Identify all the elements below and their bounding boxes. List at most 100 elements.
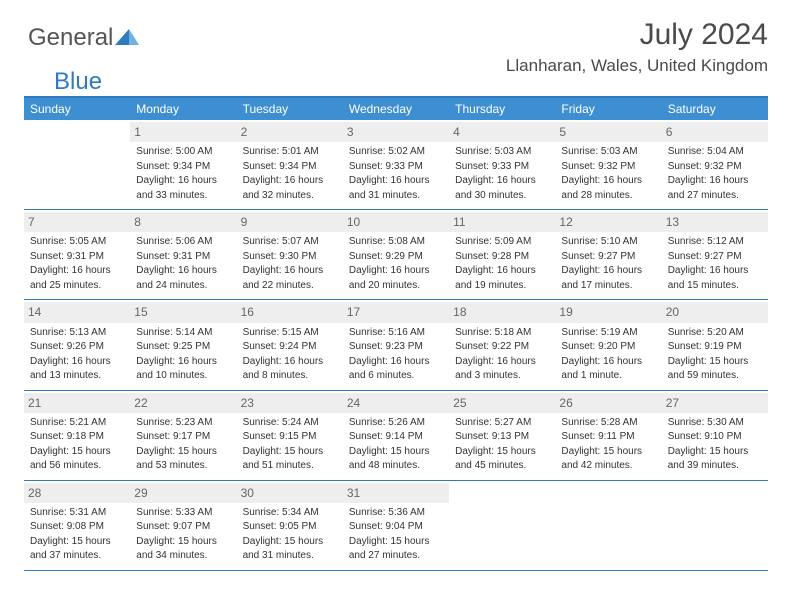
day-number: 24 <box>343 393 449 413</box>
day-cell: 17Sunrise: 5:16 AMSunset: 9:23 PMDayligh… <box>343 300 449 389</box>
day-detail-line: Daylight: 15 hours <box>30 445 124 459</box>
day-detail-line: Daylight: 16 hours <box>455 264 549 278</box>
day-detail-line: Sunrise: 5:26 AM <box>349 416 443 430</box>
day-detail-line: Sunset: 9:07 PM <box>136 520 230 534</box>
day-cell <box>24 120 130 209</box>
weekday-cell: Saturday <box>662 98 768 120</box>
day-detail-line: Sunrise: 5:19 AM <box>561 326 655 340</box>
day-number: 29 <box>130 483 236 503</box>
day-detail-line: Daylight: 16 hours <box>243 355 337 369</box>
day-number: 6 <box>662 122 768 142</box>
day-number-blank <box>662 483 768 499</box>
day-detail-line: Sunset: 9:24 PM <box>243 340 337 354</box>
day-number: 26 <box>555 393 661 413</box>
day-detail-line: Daylight: 15 hours <box>136 535 230 549</box>
day-detail-line: and 59 minutes. <box>668 369 762 383</box>
day-detail-line: Sunset: 9:14 PM <box>349 430 443 444</box>
day-detail-line: Sunrise: 5:09 AM <box>455 235 549 249</box>
day-number: 23 <box>237 393 343 413</box>
day-detail-line: Sunrise: 5:18 AM <box>455 326 549 340</box>
day-detail-line: Daylight: 16 hours <box>30 355 124 369</box>
day-detail-line: and 28 minutes. <box>561 189 655 203</box>
day-cell <box>555 481 661 570</box>
day-detail-line: Sunset: 9:23 PM <box>349 340 443 354</box>
day-detail-line: Sunset: 9:18 PM <box>30 430 124 444</box>
day-cell: 13Sunrise: 5:12 AMSunset: 9:27 PMDayligh… <box>662 210 768 299</box>
day-detail-line: Sunset: 9:26 PM <box>30 340 124 354</box>
day-detail-line: and 42 minutes. <box>561 459 655 473</box>
day-number: 22 <box>130 393 236 413</box>
day-number: 11 <box>449 212 555 232</box>
day-number: 5 <box>555 122 661 142</box>
day-detail-line: Sunset: 9:25 PM <box>136 340 230 354</box>
day-detail-line: and 32 minutes. <box>243 189 337 203</box>
day-detail-line: Daylight: 15 hours <box>30 535 124 549</box>
day-cell: 23Sunrise: 5:24 AMSunset: 9:15 PMDayligh… <box>237 391 343 480</box>
day-detail-line: Daylight: 16 hours <box>349 355 443 369</box>
day-detail-line: Sunrise: 5:16 AM <box>349 326 443 340</box>
day-detail-line: Sunset: 9:17 PM <box>136 430 230 444</box>
week-row: 1Sunrise: 5:00 AMSunset: 9:34 PMDaylight… <box>24 120 768 210</box>
day-cell: 31Sunrise: 5:36 AMSunset: 9:04 PMDayligh… <box>343 481 449 570</box>
day-number: 15 <box>130 302 236 322</box>
day-detail-line: Sunrise: 5:07 AM <box>243 235 337 249</box>
day-cell: 29 Sunrise: 5:33 AMSunset: 9:07 PMDayligh… <box>130 481 236 570</box>
day-number-blank <box>449 483 555 499</box>
day-detail-line: Sunset: 9:29 PM <box>349 250 443 264</box>
calendar: SundayMondayTuesdayWednesdayThursdayFrid… <box>24 96 768 571</box>
logo-triangle-icon <box>115 24 141 52</box>
day-detail-line: Daylight: 16 hours <box>243 264 337 278</box>
day-number: 19 <box>555 302 661 322</box>
day-cell: 2Sunrise: 5:01 AMSunset: 9:34 PMDaylight… <box>237 120 343 209</box>
day-cell: 26Sunrise: 5:28 AMSunset: 9:11 PMDayligh… <box>555 391 661 480</box>
day-detail-line: Sunset: 9:08 PM <box>30 520 124 534</box>
day-detail-line: Sunrise: 5:33 AM <box>136 506 230 520</box>
day-detail-line: and 27 minutes. <box>668 189 762 203</box>
day-detail-line: Daylight: 15 hours <box>349 535 443 549</box>
day-detail-line: Sunrise: 5:31 AM <box>30 506 124 520</box>
day-detail-line: Daylight: 16 hours <box>136 355 230 369</box>
day-detail-line: Daylight: 15 hours <box>455 445 549 459</box>
day-detail-line: Sunset: 9:30 PM <box>243 250 337 264</box>
day-detail-line: Sunrise: 5:02 AM <box>349 145 443 159</box>
day-detail-line: Sunset: 9:34 PM <box>136 160 230 174</box>
day-detail-line: Daylight: 15 hours <box>243 445 337 459</box>
day-cell: 8Sunrise: 5:06 AMSunset: 9:31 PMDaylight… <box>130 210 236 299</box>
day-cell: 27Sunrise: 5:30 AMSunset: 9:10 PMDayligh… <box>662 391 768 480</box>
day-detail-line: Sunrise: 5:03 AM <box>455 145 549 159</box>
day-detail-line: Sunrise: 5:15 AM <box>243 326 337 340</box>
day-number: 27 <box>662 393 768 413</box>
day-detail-line: Sunset: 9:33 PM <box>455 160 549 174</box>
day-number: 3 <box>343 122 449 142</box>
day-detail-line: Daylight: 15 hours <box>243 535 337 549</box>
day-detail-line: Sunrise: 5:00 AM <box>136 145 230 159</box>
day-cell: 30Sunrise: 5:34 AMSunset: 9:05 PMDayligh… <box>237 481 343 570</box>
day-detail-line: and 31 minutes. <box>349 189 443 203</box>
day-cell: 12Sunrise: 5:10 AMSunset: 9:27 PMDayligh… <box>555 210 661 299</box>
day-detail-line: Sunrise: 5:20 AM <box>668 326 762 340</box>
day-detail-line: Sunrise: 5:05 AM <box>30 235 124 249</box>
day-detail-line: Sunrise: 5:04 AM <box>668 145 762 159</box>
day-detail-line: Sunset: 9:32 PM <box>668 160 762 174</box>
day-detail-line: Sunrise: 5:01 AM <box>243 145 337 159</box>
day-detail-line: Daylight: 16 hours <box>561 174 655 188</box>
day-number: 18 <box>449 302 555 322</box>
week-row: 28Sunrise: 5:31 AMSunset: 9:08 PMDayligh… <box>24 481 768 571</box>
day-detail-line: and 10 minutes. <box>136 369 230 383</box>
day-detail-line: Sunset: 9:05 PM <box>243 520 337 534</box>
day-detail-line: Sunset: 9:04 PM <box>349 520 443 534</box>
day-detail-line: Daylight: 16 hours <box>349 264 443 278</box>
day-number: 30 <box>237 483 343 503</box>
day-detail-line: Sunset: 9:22 PM <box>455 340 549 354</box>
day-detail-line: Daylight: 15 hours <box>668 445 762 459</box>
day-number: 21 <box>24 393 130 413</box>
logo: General <box>28 24 141 52</box>
day-detail-line: Sunset: 9:15 PM <box>243 430 337 444</box>
day-cell: 5Sunrise: 5:03 AMSunset: 9:32 PMDaylight… <box>555 120 661 209</box>
day-detail-line: Sunrise: 5:14 AM <box>136 326 230 340</box>
day-number: 10 <box>343 212 449 232</box>
day-detail-line: Sunset: 9:11 PM <box>561 430 655 444</box>
day-cell: 10 Sunrise: 5:08 AMSunset: 9:29 PMDayligh… <box>343 210 449 299</box>
day-detail-line: Sunrise: 5:08 AM <box>349 235 443 249</box>
day-cell: 22Sunrise: 5:23 AMSunset: 9:17 PMDayligh… <box>130 391 236 480</box>
